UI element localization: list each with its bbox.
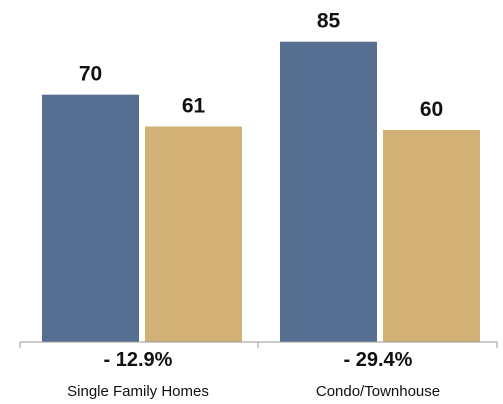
change-label-condo-townhouse: - 29.4% — [344, 349, 413, 371]
bar-0-series-0 — [42, 94, 139, 342]
category-label-condo-townhouse: Condo/Townhouse — [316, 383, 440, 400]
bar-1-series-0 — [280, 41, 377, 342]
value-label-1-series-0: 85 — [317, 10, 341, 33]
bar-0-series-1 — [145, 126, 242, 342]
bars-group — [42, 41, 480, 342]
bar-1-series-1 — [383, 130, 480, 342]
value-labels-group: 70 61 85 60 — [79, 10, 443, 121]
value-label-0-series-0: 70 — [79, 63, 102, 86]
value-label-1-series-1: 60 — [420, 98, 443, 121]
change-label-single-family: - 12.9% — [104, 349, 173, 371]
value-label-0-series-1: 61 — [182, 94, 206, 117]
category-label-single-family: Single Family Homes — [67, 383, 209, 400]
